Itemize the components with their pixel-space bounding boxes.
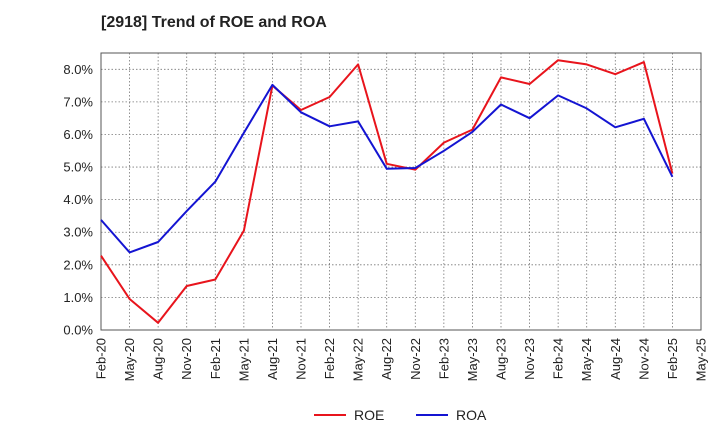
- x-tick-label: Nov-22: [408, 338, 423, 380]
- x-tick-label: Aug-22: [379, 338, 394, 380]
- x-tick-label: Nov-21: [294, 338, 309, 380]
- x-tick-label: Aug-21: [265, 338, 280, 380]
- series-line-roa: [100, 83, 674, 254]
- legend: ROE ROA: [314, 407, 487, 423]
- x-axis: Feb-20 May-20 Aug-20 Nov-20 Feb-21 May-21 Aug-…: [94, 338, 709, 381]
- y-tick-label: 6.0%: [63, 127, 93, 142]
- x-tick-label: Nov-20: [179, 338, 194, 380]
- x-tick-label: May-22: [351, 338, 366, 381]
- x-tick-label: Feb-21: [208, 338, 223, 379]
- y-tick-label: 5.0%: [63, 160, 93, 175]
- y-tick-label: 4.0%: [63, 192, 93, 207]
- legend-label-roe: ROE: [354, 407, 384, 423]
- x-tick-label: Feb-20: [94, 338, 109, 379]
- x-tick-label: May-23: [465, 338, 480, 381]
- y-tick-label: 7.0%: [63, 94, 93, 109]
- x-tick-label: Feb-24: [551, 338, 566, 379]
- y-tick-label: 3.0%: [63, 225, 93, 240]
- y-tick-label: 1.0%: [63, 290, 93, 305]
- x-tick-label: Aug-23: [494, 338, 509, 380]
- x-tick-label: May-24: [579, 338, 594, 381]
- x-tick-label: Feb-22: [322, 338, 337, 379]
- legend-label-roa: ROA: [456, 407, 487, 423]
- x-tick-label: Feb-25: [665, 338, 680, 379]
- x-tick-label: Feb-23: [436, 338, 451, 379]
- x-tick-label: May-20: [122, 338, 137, 381]
- chart-title: [2918] Trend of ROE and ROA: [101, 14, 327, 31]
- y-tick-label: 2.0%: [63, 257, 93, 272]
- plot-area-frame: [100, 52, 702, 331]
- y-tick-label: 8.0%: [63, 62, 93, 77]
- grid-lines: [101, 53, 701, 330]
- x-tick-label: Aug-20: [151, 338, 166, 380]
- x-tick-label: May-25: [694, 338, 709, 381]
- y-tick-label: 0.0%: [63, 323, 93, 338]
- x-tick-label: Aug-24: [608, 338, 623, 380]
- series-lines: [100, 59, 674, 324]
- series-line-roe: [100, 59, 674, 324]
- x-tick-label: May-21: [236, 338, 251, 381]
- y-axis: 0.0% 1.0% 2.0% 3.0% 4.0% 5.0% 6.0% 7.0% 8.0%: [63, 62, 93, 338]
- x-tick-label: Nov-24: [636, 338, 651, 380]
- x-tick-label: Nov-23: [522, 338, 537, 380]
